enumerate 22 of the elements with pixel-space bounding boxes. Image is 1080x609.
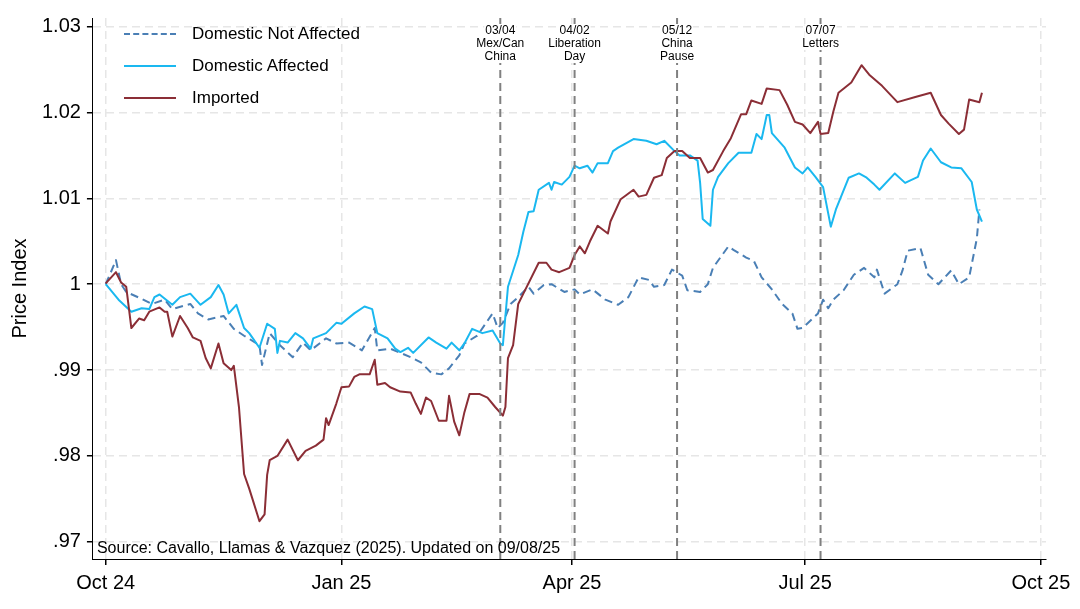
legend-label: Domestic Not Affected <box>192 23 360 45</box>
x-tick-label: Oct 24 <box>76 570 136 593</box>
x-tick-label: Jan 25 <box>311 570 372 593</box>
legend-label: Imported <box>192 87 260 109</box>
y-tick-label: 1.01 <box>41 185 81 208</box>
x-tick-label: Jul 25 <box>778 570 832 593</box>
ref-line-label: 04/02 Liberation Day <box>548 23 601 64</box>
ref-line-label: 03/04 Mex/Can China <box>476 23 525 64</box>
ref-line-label: 05/12 China Pause <box>660 23 695 64</box>
legend-label: Domestic Affected <box>192 55 329 77</box>
x-tick-label: Apr 25 <box>542 570 602 593</box>
y-axis-title: Price Index <box>7 238 30 339</box>
x-tick-label: Oct 25 <box>1011 570 1071 593</box>
annotation: Source: Cavallo, Llamas & Vazquez (2025). Updated on 09/08/25 <box>96 539 561 557</box>
ref-line-label: 07/07 Letters <box>802 23 839 51</box>
y-tick-label: .97 <box>53 529 81 552</box>
y-tick-label: .98 <box>53 443 81 466</box>
y-tick-label: 1 <box>69 271 81 294</box>
line-series <box>104 208 981 376</box>
y-tick-label: 1.02 <box>41 99 81 122</box>
y-tick-label: 1.03 <box>41 14 81 37</box>
y-tick-label: .99 <box>53 357 81 380</box>
